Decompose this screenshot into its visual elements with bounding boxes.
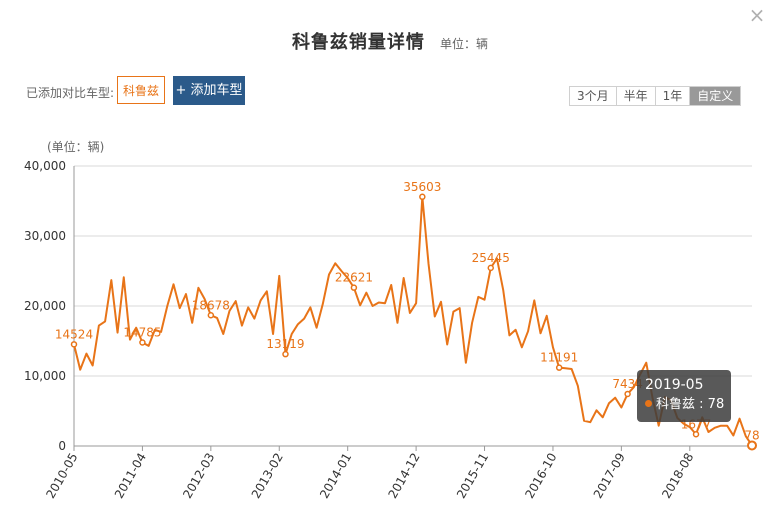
unit-note: 单位：辆 [440, 37, 489, 51]
x-tick-label: 2017-09 [591, 451, 628, 501]
range-half-year-button[interactable]: 半年 [616, 87, 656, 105]
range-custom-button[interactable]: 自定义 [690, 87, 741, 105]
data-label: 11191 [540, 351, 578, 365]
data-point[interactable] [207, 312, 215, 319]
y-tick-label: 0 [58, 439, 66, 453]
model-tag-cruze[interactable]: 科鲁兹 [117, 76, 166, 104]
page-title: 科鲁兹销量详情 [291, 32, 425, 53]
data-point[interactable] [70, 341, 78, 348]
data-point[interactable] [624, 390, 631, 398]
highlighted-point[interactable] [747, 440, 757, 451]
data-label: 18678 [192, 298, 230, 312]
x-tick-label: 2016-10 [522, 451, 559, 501]
data-label: 25445 [472, 251, 510, 265]
compare-label: 已添加对比车型: [26, 86, 115, 100]
data-point[interactable] [282, 350, 289, 358]
close-icon[interactable]: × [748, 3, 766, 27]
tooltip-date: 2019-05 [645, 377, 704, 393]
tooltip-series-name: 科鲁兹 [656, 397, 696, 412]
x-tick-label: 2011-04 [112, 451, 149, 501]
data-point[interactable] [487, 264, 495, 272]
range-3-months-button[interactable]: 3个月 [570, 87, 617, 105]
y-tick-label: 10,000 [24, 369, 66, 383]
y-axis-unit-label: (单位：辆) [47, 140, 105, 154]
x-tick-label: 2010-05 [43, 451, 80, 501]
data-point[interactable] [555, 364, 563, 371]
add-model-button[interactable]: + 添加车型 [173, 76, 245, 105]
data-label: 78 [744, 428, 759, 442]
tooltip-series-dot [645, 400, 652, 407]
data-label: 13119 [266, 337, 304, 351]
data-point[interactable] [350, 284, 358, 291]
tooltip-row: 科鲁兹 : 78 [645, 395, 725, 415]
range-1-year-button[interactable]: 1年 [655, 87, 691, 105]
data-label: 14785 [123, 326, 161, 340]
y-tick-label: 30,000 [24, 229, 66, 243]
x-tick-label: 2014-01 [317, 451, 354, 501]
y-tick-label: 20,000 [24, 299, 66, 313]
data-label: 22621 [335, 271, 373, 285]
data-label: 35603 [403, 180, 441, 194]
data-point[interactable] [419, 193, 426, 201]
time-range-group: 3个月 半年 1年 自定义 [569, 86, 742, 106]
data-tooltip: 2019-05 科鲁兹 : 78 [637, 370, 731, 422]
chart-header: 科鲁兹销量详情 单位：辆 [0, 28, 780, 54]
y-tick-label: 40,000 [24, 159, 66, 173]
x-tick-label: 2018-08 [659, 451, 696, 501]
x-tick-label: 2015-11 [454, 451, 491, 501]
data-label: 7434 [612, 377, 643, 391]
x-tick-label: 2014-12 [386, 451, 423, 501]
x-tick-label: 2013-02 [249, 451, 286, 501]
tooltip-value: 78 [707, 397, 725, 412]
data-label: 14524 [55, 327, 93, 341]
data-point[interactable] [139, 339, 146, 346]
x-tick-label: 2012-03 [180, 451, 217, 501]
data-point[interactable] [692, 431, 700, 438]
